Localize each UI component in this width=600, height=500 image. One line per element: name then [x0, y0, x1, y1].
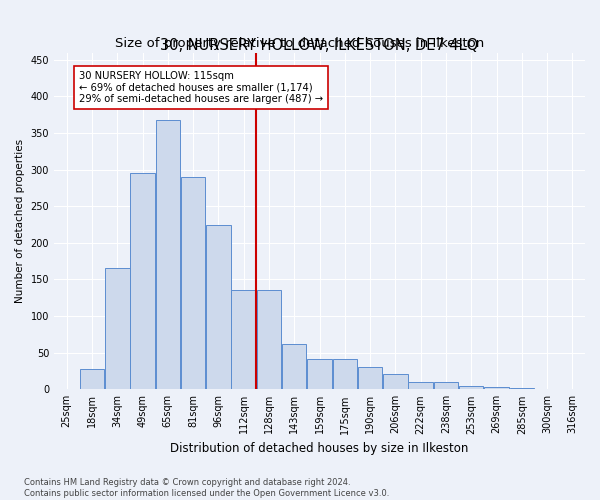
Bar — [409, 382, 433, 390]
Bar — [307, 358, 332, 390]
Bar — [55, 388, 79, 390]
Bar — [459, 386, 484, 390]
Bar — [105, 268, 130, 390]
Bar — [358, 368, 382, 390]
Bar — [257, 290, 281, 390]
X-axis label: Distribution of detached houses by size in Ilkeston: Distribution of detached houses by size … — [170, 442, 469, 455]
Bar — [130, 174, 155, 390]
Text: Size of property relative to detached houses in Ilkeston: Size of property relative to detached ho… — [115, 38, 485, 51]
Y-axis label: Number of detached properties: Number of detached properties — [15, 139, 25, 303]
Bar — [434, 382, 458, 390]
Bar — [535, 388, 559, 390]
Text: Contains HM Land Registry data © Crown copyright and database right 2024.
Contai: Contains HM Land Registry data © Crown c… — [24, 478, 389, 498]
Title: 30, NURSERY HOLLOW, ILKESTON, DE7 4LQ: 30, NURSERY HOLLOW, ILKESTON, DE7 4LQ — [160, 38, 479, 52]
Bar — [383, 374, 407, 390]
Bar — [282, 344, 307, 390]
Text: 30 NURSERY HOLLOW: 115sqm
← 69% of detached houses are smaller (1,174)
29% of se: 30 NURSERY HOLLOW: 115sqm ← 69% of detac… — [79, 71, 323, 104]
Bar — [155, 120, 180, 390]
Bar — [332, 358, 357, 390]
Bar — [181, 177, 205, 390]
Bar — [206, 224, 230, 390]
Bar — [232, 290, 256, 390]
Bar — [484, 387, 509, 390]
Bar — [509, 388, 534, 390]
Bar — [80, 369, 104, 390]
